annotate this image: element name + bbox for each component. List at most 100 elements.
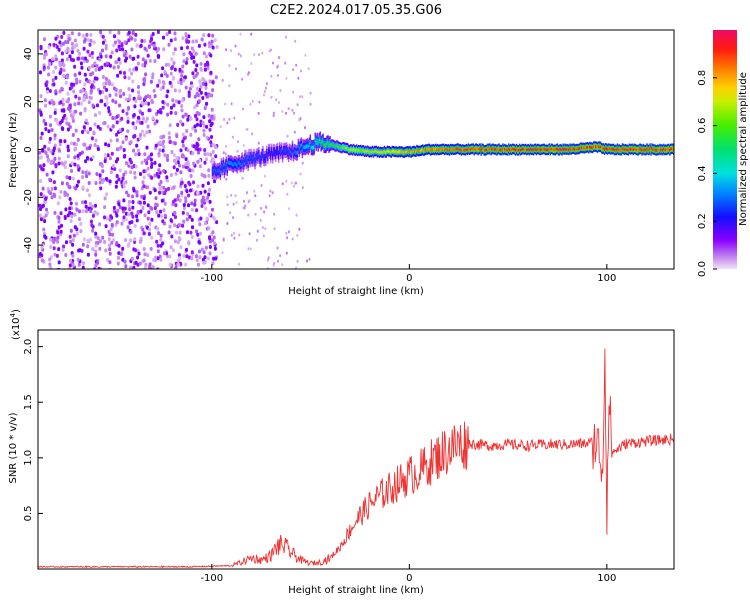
spectrogram-noise-cell [50,195,54,200]
spectrogram-noise-cell [270,95,273,99]
spectrogram-noise-cell [40,131,44,136]
spectrogram-signal-cell [375,149,378,153]
spectrogram-noise-cell [104,54,108,59]
spectrogram-signal-cell [448,149,451,152]
spectrogram-noise-cell [71,263,75,268]
spectrogram-noise-cell [136,255,140,260]
spectrogram-noise-cell [133,223,137,228]
spectrogram-signal-cell [451,147,454,151]
spectrogram-noise-cell [69,57,73,62]
spectrogram-signal-cell [344,146,346,150]
spectrogram-noise-cell [114,184,118,189]
spectrogram-noise-cell [44,127,48,131]
spectrogram-noise-cell [194,114,197,118]
spectrogram-signal-cell [438,148,440,152]
spectrogram-noise-cell [180,46,184,51]
spectrogram-noise-cell [270,48,272,52]
spectrogram-noise-cell [76,137,80,142]
spectrogram-noise-cell [175,167,179,172]
spectrogram-noise-cell [199,123,203,128]
spectrogram-noise-cell [52,42,56,47]
spectrogram-signal-cell [253,154,255,159]
spectrogram-signal-cell [543,147,545,151]
spectrogram-signal-cell [249,157,251,162]
spectrogram-noise-cell [112,238,115,243]
snr-y-scale-factor: (x104) [9,309,22,340]
spectrogram-noise-cell [209,140,213,145]
spectrogram-noise-cell [131,121,135,126]
spectrogram-noise-cell [156,249,160,254]
spectrogram-noise-cell [174,99,178,104]
spectrogram-noise-cell [111,98,115,103]
spectrogram-signal-cell [379,150,382,154]
spectrogram-noise-cell [309,102,312,106]
spectrogram-noise-cell [158,163,162,168]
spectrogram-noise-cell [54,164,58,169]
spectrogram-signal-cell [467,147,469,150]
spectrogram-noise-cell [81,265,85,269]
spectrogram-signal-cell [331,143,333,146]
spectrogram-signal-cell [298,147,301,152]
spectrogram-noise-cell [207,33,211,38]
spectrogram-noise-cell [175,230,178,235]
spectrogram-noise-cell [73,64,77,69]
spectrogram-noise-cell [100,164,104,169]
colorbar-label: Normalized spectral amplitude [738,72,749,226]
spectrogram-noise-cell [199,231,202,236]
spectrogram-noise-cell [117,177,121,182]
spectrogram-noise-cell [103,121,107,125]
spectrogram-noise-cell [179,170,183,175]
spectrogram-signal-cell [364,149,367,153]
spectrogram-noise-cell [221,78,224,82]
spectrogram-noise-cell [102,81,105,86]
spectrogram-noise-cell [98,239,102,244]
spectrogram-noise-cell [90,85,94,89]
spectrogram-noise-cell [155,172,159,176]
spectrogram-signal-cell [282,148,285,153]
spectrogram-noise-cell [122,198,126,203]
spectrogram-noise-cell [307,67,310,71]
spectrogram-noise-cell [117,202,121,207]
spectrogram-noise-cell [213,246,217,251]
snr-panel: -100 0 100 0.51.01.52.0 Height of straight… [8,309,675,596]
spectrogram-noise-cell [212,235,216,240]
spectrogram-noise-cell [53,133,57,138]
spectrogram-noise-cell [199,216,203,221]
spectrogram-signal-cell [460,149,463,152]
spectrogram-noise-cell [211,143,215,147]
spectrogram-signal-cell [417,149,419,153]
spectrogram-noise-cell [78,152,82,156]
spectrogram-noise-cell [156,83,160,88]
spectrogram-noise-cell [202,115,206,120]
spectrogram-noise-cell [66,144,70,149]
spectrogram-signal-cell [341,146,343,150]
spectrogram-noise-cell [129,265,133,269]
spectrogram-noise-cell [138,136,142,141]
spectrogram-noise-cell [47,72,51,77]
spectrogram-noise-cell [60,181,64,186]
spectrogram-noise-cell [75,80,79,85]
spectrogram-noise-cell [165,94,169,99]
spectrogram-noise-cell [214,145,218,150]
spectrogram-noise-cell [166,112,170,117]
spectrogram-noise-cell [287,107,290,111]
spectrogram-noise-cell [138,239,142,244]
spectrogram-noise-cell [135,218,139,223]
spectrogram-signal-cell [501,148,503,152]
spectrogram-noise-cell [295,213,298,217]
spectrogram-signal-cell [394,150,396,154]
spectrogram-signal-cell [383,149,386,153]
spectrogram-signal-cell [658,148,660,152]
spectrogram-noise-cell [86,188,89,193]
spectrogram-signal-cell [463,148,465,152]
spectrogram-signal-cell [314,138,316,143]
spectrogram-noise-cell [195,229,199,234]
spectrogram-noise-cell [90,136,94,141]
spectrogram-noise-cell [86,156,89,160]
spectrogram-noise-cell [179,119,183,124]
spectrogram-noise-cell [172,103,176,108]
spectrogram-signal-cell [532,148,535,152]
spectrogram-signal-cell [524,147,527,151]
spectrogram-noise-cell [202,77,206,82]
spectrogram-noise-cell [243,206,246,210]
